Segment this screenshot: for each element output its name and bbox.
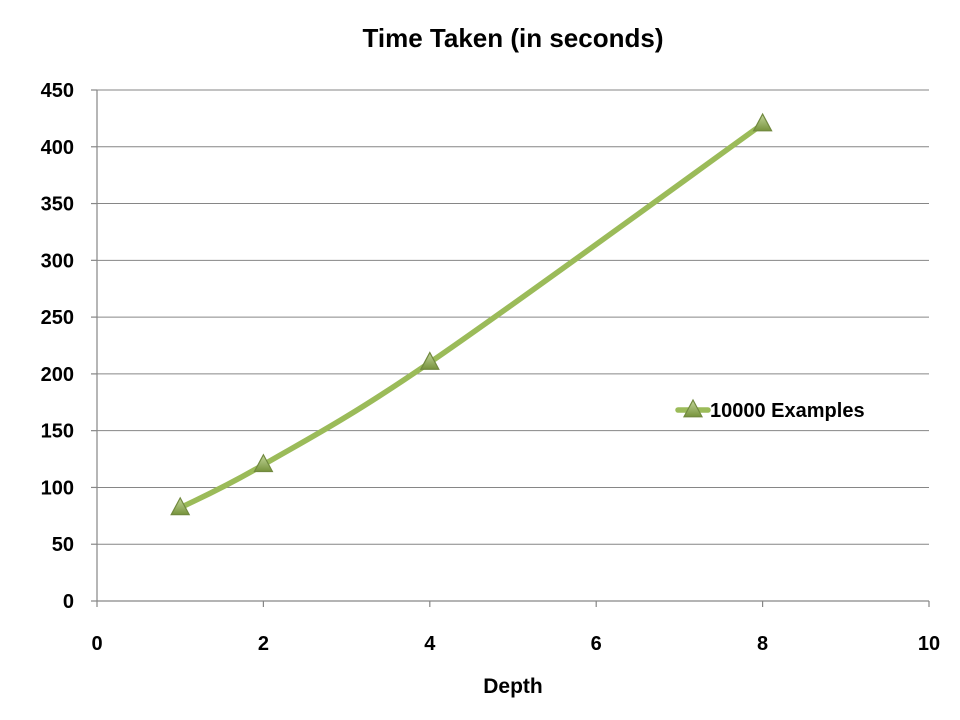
chart-title: Time Taken (in seconds)	[362, 23, 663, 53]
data-point-marker	[419, 351, 440, 370]
data-point-marker	[170, 496, 191, 516]
y-tick-label: 350	[41, 194, 74, 216]
x-tick-label: 2	[258, 633, 269, 655]
axes	[96, 90, 929, 602]
y-axis-ticks: 0 50 100 150 200 250 300 350 400 450	[41, 80, 97, 613]
y-tick-label: 50	[52, 534, 74, 556]
legend-label: 10000 Examples	[710, 400, 865, 422]
data-point-marker	[752, 112, 773, 132]
legend: 10000 Examples	[675, 398, 865, 422]
data-point-marker	[253, 453, 274, 473]
y-tick-label: 100	[41, 477, 74, 499]
y-tick-label: 300	[41, 250, 74, 272]
legend-marker	[682, 398, 704, 418]
y-tick-label: 250	[41, 307, 74, 329]
y-tick-label: 400	[41, 137, 74, 159]
y-tick-label: 150	[41, 421, 74, 443]
x-axis-ticks: 0 2 4 6 8 10	[91, 601, 940, 655]
x-tick-label: 10	[918, 633, 940, 655]
series-group	[170, 112, 773, 516]
x-tick-label: 8	[757, 633, 768, 655]
gridlines	[97, 89, 929, 545]
y-tick-label: 200	[41, 364, 74, 386]
x-tick-label: 6	[591, 633, 602, 655]
y-tick-label: 0	[63, 591, 74, 613]
x-axis-label: Depth	[483, 675, 543, 698]
series-line	[177, 121, 766, 511]
x-tick-label: 4	[424, 633, 436, 655]
x-tick-label: 0	[91, 633, 102, 655]
y-tick-label: 450	[41, 80, 74, 102]
